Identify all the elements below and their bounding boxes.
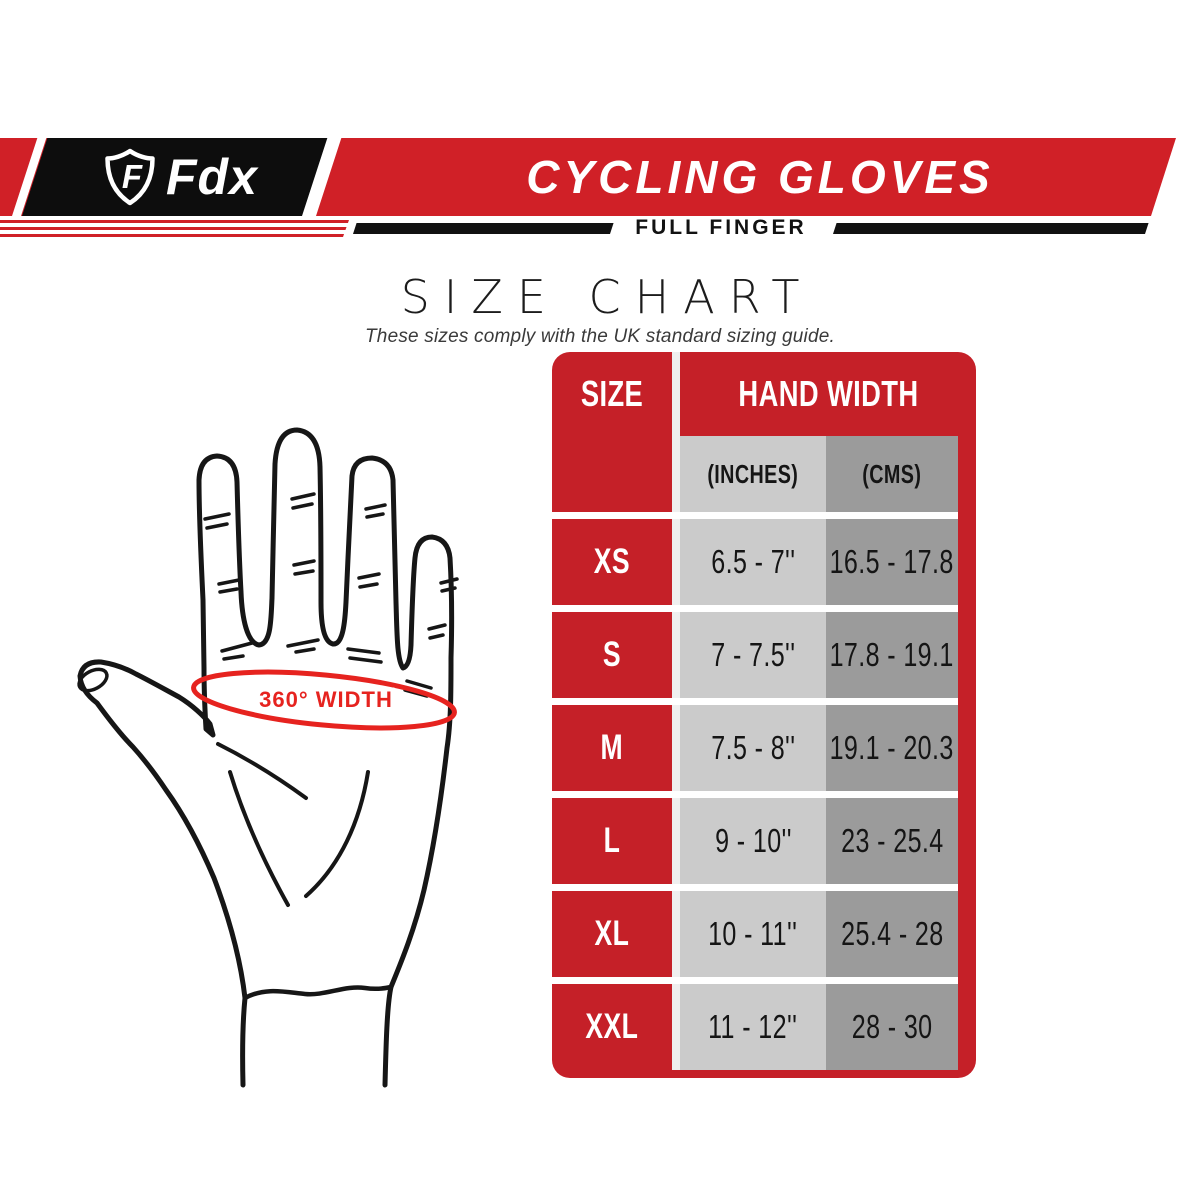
table-row: L 9 - 10'' 23 - 25.4 bbox=[552, 798, 976, 884]
column-divider bbox=[672, 612, 680, 698]
table-row: XS 6.5 - 7'' 16.5 - 17.8 bbox=[552, 519, 976, 605]
column-divider bbox=[672, 352, 680, 436]
hand-diagram: 360° WIDTH bbox=[77, 427, 459, 1088]
subheader-spacer bbox=[552, 436, 672, 512]
cms-value: 23 - 25.4 bbox=[826, 798, 958, 884]
hand-outline bbox=[77, 427, 455, 1088]
column-divider bbox=[672, 705, 680, 791]
table-row: S 7 - 7.5'' 17.8 - 19.1 bbox=[552, 612, 976, 698]
palm-creases bbox=[216, 742, 370, 907]
table-row: XL 10 - 11'' 25.4 - 28 bbox=[552, 891, 976, 977]
size-label: S bbox=[602, 635, 622, 674]
measurement-ellipse bbox=[191, 669, 457, 731]
finger-creases bbox=[203, 492, 459, 698]
cms-value: 28 - 30 bbox=[826, 984, 958, 1070]
table-edge bbox=[958, 436, 976, 512]
black-slash-bar bbox=[353, 223, 614, 234]
banner-title: CYCLING GLOVES bbox=[526, 151, 994, 203]
table-edge bbox=[958, 891, 976, 977]
header-banner: F Fdx CYCLING GLOVES bbox=[0, 138, 1200, 216]
banner-subtitle: FULL FINGER bbox=[635, 216, 807, 239]
cms-value: 17.8 - 19.1 bbox=[826, 612, 958, 698]
table-row: M 7.5 - 8'' 19.1 - 20.3 bbox=[552, 705, 976, 791]
table-edge bbox=[958, 519, 976, 605]
table-edge bbox=[958, 612, 976, 698]
shield-logo-icon: F bbox=[105, 148, 155, 206]
inches-value: 7.5 - 8'' bbox=[680, 705, 826, 791]
cms-value: 19.1 - 20.3 bbox=[826, 705, 958, 791]
inches-value: 9 - 10'' bbox=[680, 798, 826, 884]
table-row: XXL 11 - 12'' 28 - 30 bbox=[552, 984, 976, 1070]
shield-monogram: F bbox=[122, 158, 143, 195]
black-slash-bar bbox=[833, 223, 1149, 234]
row-divider bbox=[552, 512, 958, 519]
inches-value: 7 - 7.5'' bbox=[680, 612, 826, 698]
column-divider bbox=[672, 436, 680, 512]
brand-logo: F Fdx bbox=[104, 148, 264, 206]
table-edge bbox=[958, 984, 976, 1070]
column-divider bbox=[672, 891, 680, 977]
row-divider bbox=[552, 977, 958, 984]
size-label: L bbox=[603, 821, 621, 860]
column-divider bbox=[672, 798, 680, 884]
size-table: SIZE HAND WIDTH (INCHES) (CMS) XS 6 bbox=[552, 352, 976, 1078]
inches-value: 6.5 - 7'' bbox=[680, 519, 826, 605]
inches-value: 10 - 11'' bbox=[680, 891, 826, 977]
table-edge bbox=[958, 705, 976, 791]
size-label: XXL bbox=[585, 1007, 639, 1046]
measurement-label: 360° WIDTH bbox=[259, 687, 393, 712]
row-divider bbox=[552, 605, 958, 612]
table-header-row: SIZE HAND WIDTH bbox=[552, 352, 976, 436]
row-divider bbox=[552, 791, 958, 798]
cms-value: 25.4 - 28 bbox=[826, 891, 958, 977]
inches-value: 11 - 12'' bbox=[680, 984, 826, 1070]
table-subheader-row: (INCHES) (CMS) bbox=[552, 436, 976, 512]
row-divider bbox=[552, 698, 958, 705]
table-edge bbox=[958, 798, 976, 884]
row-divider bbox=[552, 884, 958, 891]
col-header-size: SIZE bbox=[580, 373, 644, 414]
column-divider bbox=[672, 519, 680, 605]
column-divider bbox=[672, 984, 680, 1070]
page-tagline: These sizes comply with the UK standard … bbox=[365, 326, 835, 347]
size-label: XS bbox=[593, 542, 631, 581]
thumb-nail bbox=[77, 667, 109, 693]
cms-value: 16.5 - 17.8 bbox=[826, 519, 958, 605]
wrist-line bbox=[242, 984, 394, 1001]
col-header-hand-width: HAND WIDTH bbox=[737, 373, 919, 414]
col-header-cms: (CMS) bbox=[826, 436, 958, 512]
pinstripes-decoration bbox=[0, 220, 349, 237]
brand-name: Fdx bbox=[166, 149, 258, 205]
page-title: SIZE CHART bbox=[400, 270, 814, 324]
size-label: M bbox=[600, 728, 624, 767]
col-header-inches: (INCHES) bbox=[680, 436, 826, 512]
size-label: XL bbox=[594, 914, 630, 953]
